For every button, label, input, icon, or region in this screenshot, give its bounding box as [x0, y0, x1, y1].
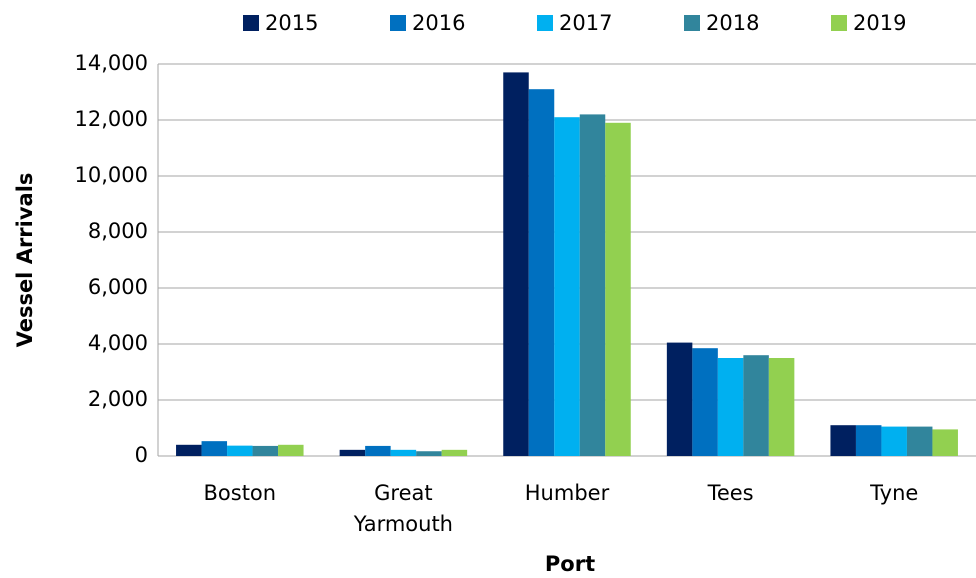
bar [503, 72, 529, 457]
y-axis-title: Vessel Arrivals [13, 173, 37, 348]
bar [768, 358, 795, 456]
legend-swatch [831, 15, 847, 31]
bar [278, 444, 304, 456]
bar [743, 355, 769, 456]
bar [855, 425, 882, 456]
bar [717, 358, 744, 456]
bar [830, 425, 856, 456]
bar [605, 122, 631, 457]
y-tick-label: 6,000 [88, 275, 148, 299]
bar [339, 449, 366, 456]
bar [416, 451, 442, 456]
bar [227, 445, 253, 456]
y-tick-label: 4,000 [88, 331, 148, 355]
legend-label: 2015 [265, 11, 318, 35]
x-tick-label: Great Yarmouth [353, 481, 453, 536]
legend-label: 2019 [853, 11, 906, 35]
x-tick-label: Humber [524, 481, 610, 505]
y-tick-label: 10,000 [75, 163, 148, 187]
x-tick-label: Tyne [870, 481, 919, 505]
bar [554, 117, 580, 456]
legend-label: 2017 [559, 11, 612, 35]
y-tick-label: 14,000 [75, 51, 148, 75]
bar [692, 348, 718, 456]
bar [881, 426, 907, 456]
bar [579, 114, 606, 457]
legend-swatch [537, 15, 553, 31]
bar [441, 449, 468, 456]
x-tick-label: Tees [707, 481, 754, 505]
y-tick-label: 8,000 [88, 219, 148, 243]
bar [528, 89, 555, 456]
y-tick-label: 2,000 [88, 387, 148, 411]
legend-label: 2016 [412, 11, 465, 35]
legend-swatch [684, 15, 700, 31]
bar [201, 441, 228, 456]
y-tick-label: 0 [135, 443, 148, 467]
bar [390, 449, 417, 456]
bar [666, 342, 693, 456]
legend-swatch [390, 15, 406, 31]
bar [932, 429, 958, 456]
bar [252, 445, 279, 456]
x-axis-title: Port [545, 552, 595, 576]
bar [365, 445, 391, 456]
y-tick-label: 12,000 [75, 107, 148, 131]
x-tick-label: Boston [203, 481, 277, 505]
legend-label: 2018 [706, 11, 759, 35]
bar [906, 426, 933, 456]
legend-swatch [243, 15, 259, 31]
bar [176, 444, 202, 456]
